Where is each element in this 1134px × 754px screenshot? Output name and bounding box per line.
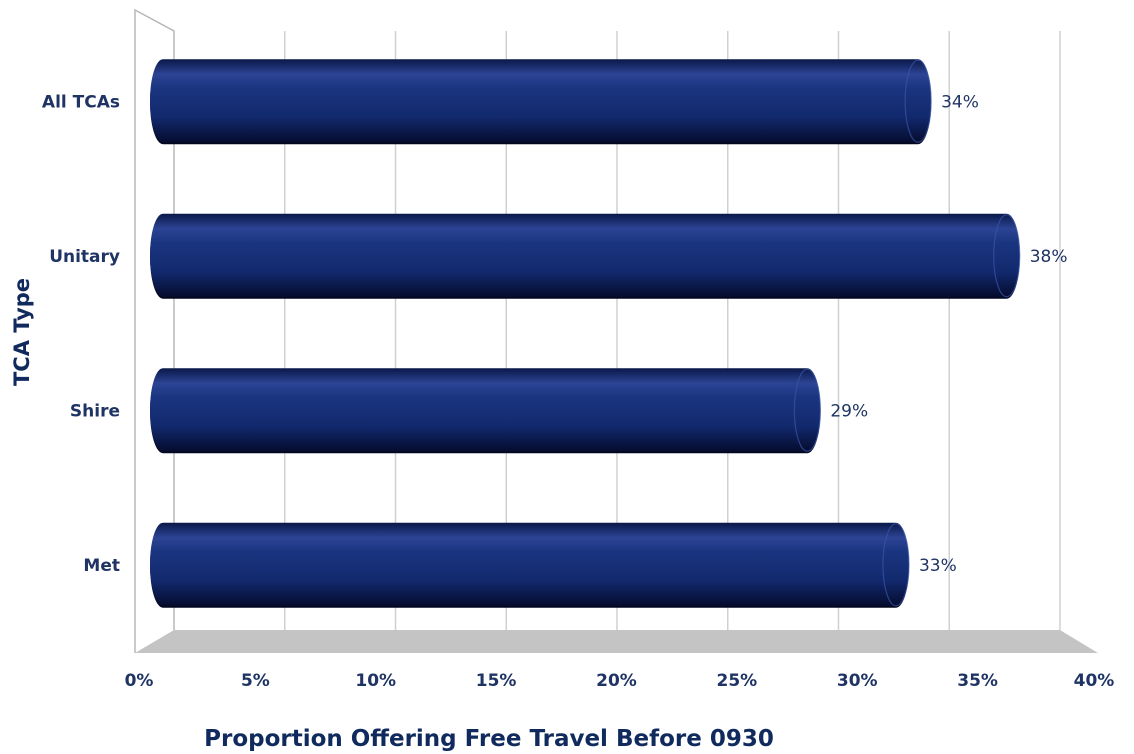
- value-label: 29%: [830, 401, 868, 421]
- bar-end-cap: [993, 214, 1021, 298]
- bar-end-cap: [793, 368, 821, 452]
- value-label: 38%: [1030, 247, 1068, 267]
- x-tick-label: 35%: [957, 671, 998, 691]
- category-label: Unitary: [49, 247, 120, 267]
- bar-all-tcas: [150, 59, 932, 143]
- chart-back-wall: [134, 8, 175, 653]
- bar-unitary: [150, 213, 1020, 297]
- value-label: 34%: [941, 92, 979, 112]
- x-tick-label: 15%: [476, 671, 517, 691]
- back-wall-edge: [134, 8, 175, 653]
- chart-floor: [135, 630, 1098, 653]
- y-axis-title: TCA Type: [10, 278, 34, 386]
- x-axis-title: Proportion Offering Free Travel Before 0…: [204, 726, 774, 752]
- bar-end-cap: [882, 523, 910, 607]
- x-tick-label: 25%: [717, 671, 758, 691]
- value-label: 33%: [919, 556, 957, 576]
- bars: [150, 59, 1021, 608]
- bar-end-cap: [904, 59, 932, 143]
- bar-met: [150, 522, 909, 606]
- category-label: Met: [83, 556, 120, 576]
- category-labels: All TCAs Unitary Shire Met: [42, 92, 120, 576]
- category-label: All TCAs: [42, 92, 120, 112]
- category-label: Shire: [70, 401, 120, 421]
- x-tick-labels: 0% 5% 10% 15% 20% 25% 30% 35% 40%: [125, 671, 1115, 691]
- x-tick-label: 30%: [837, 671, 878, 691]
- floor-plane: [135, 630, 1098, 653]
- x-tick-label: 10%: [355, 671, 396, 691]
- x-tick-label: 5%: [241, 671, 270, 691]
- x-tick-label: 0%: [125, 671, 154, 691]
- value-labels: 34% 38% 29% 33%: [830, 92, 1067, 576]
- bar-shire: [150, 368, 821, 452]
- x-tick-label: 40%: [1074, 671, 1115, 691]
- x-tick-label: 20%: [596, 671, 637, 691]
